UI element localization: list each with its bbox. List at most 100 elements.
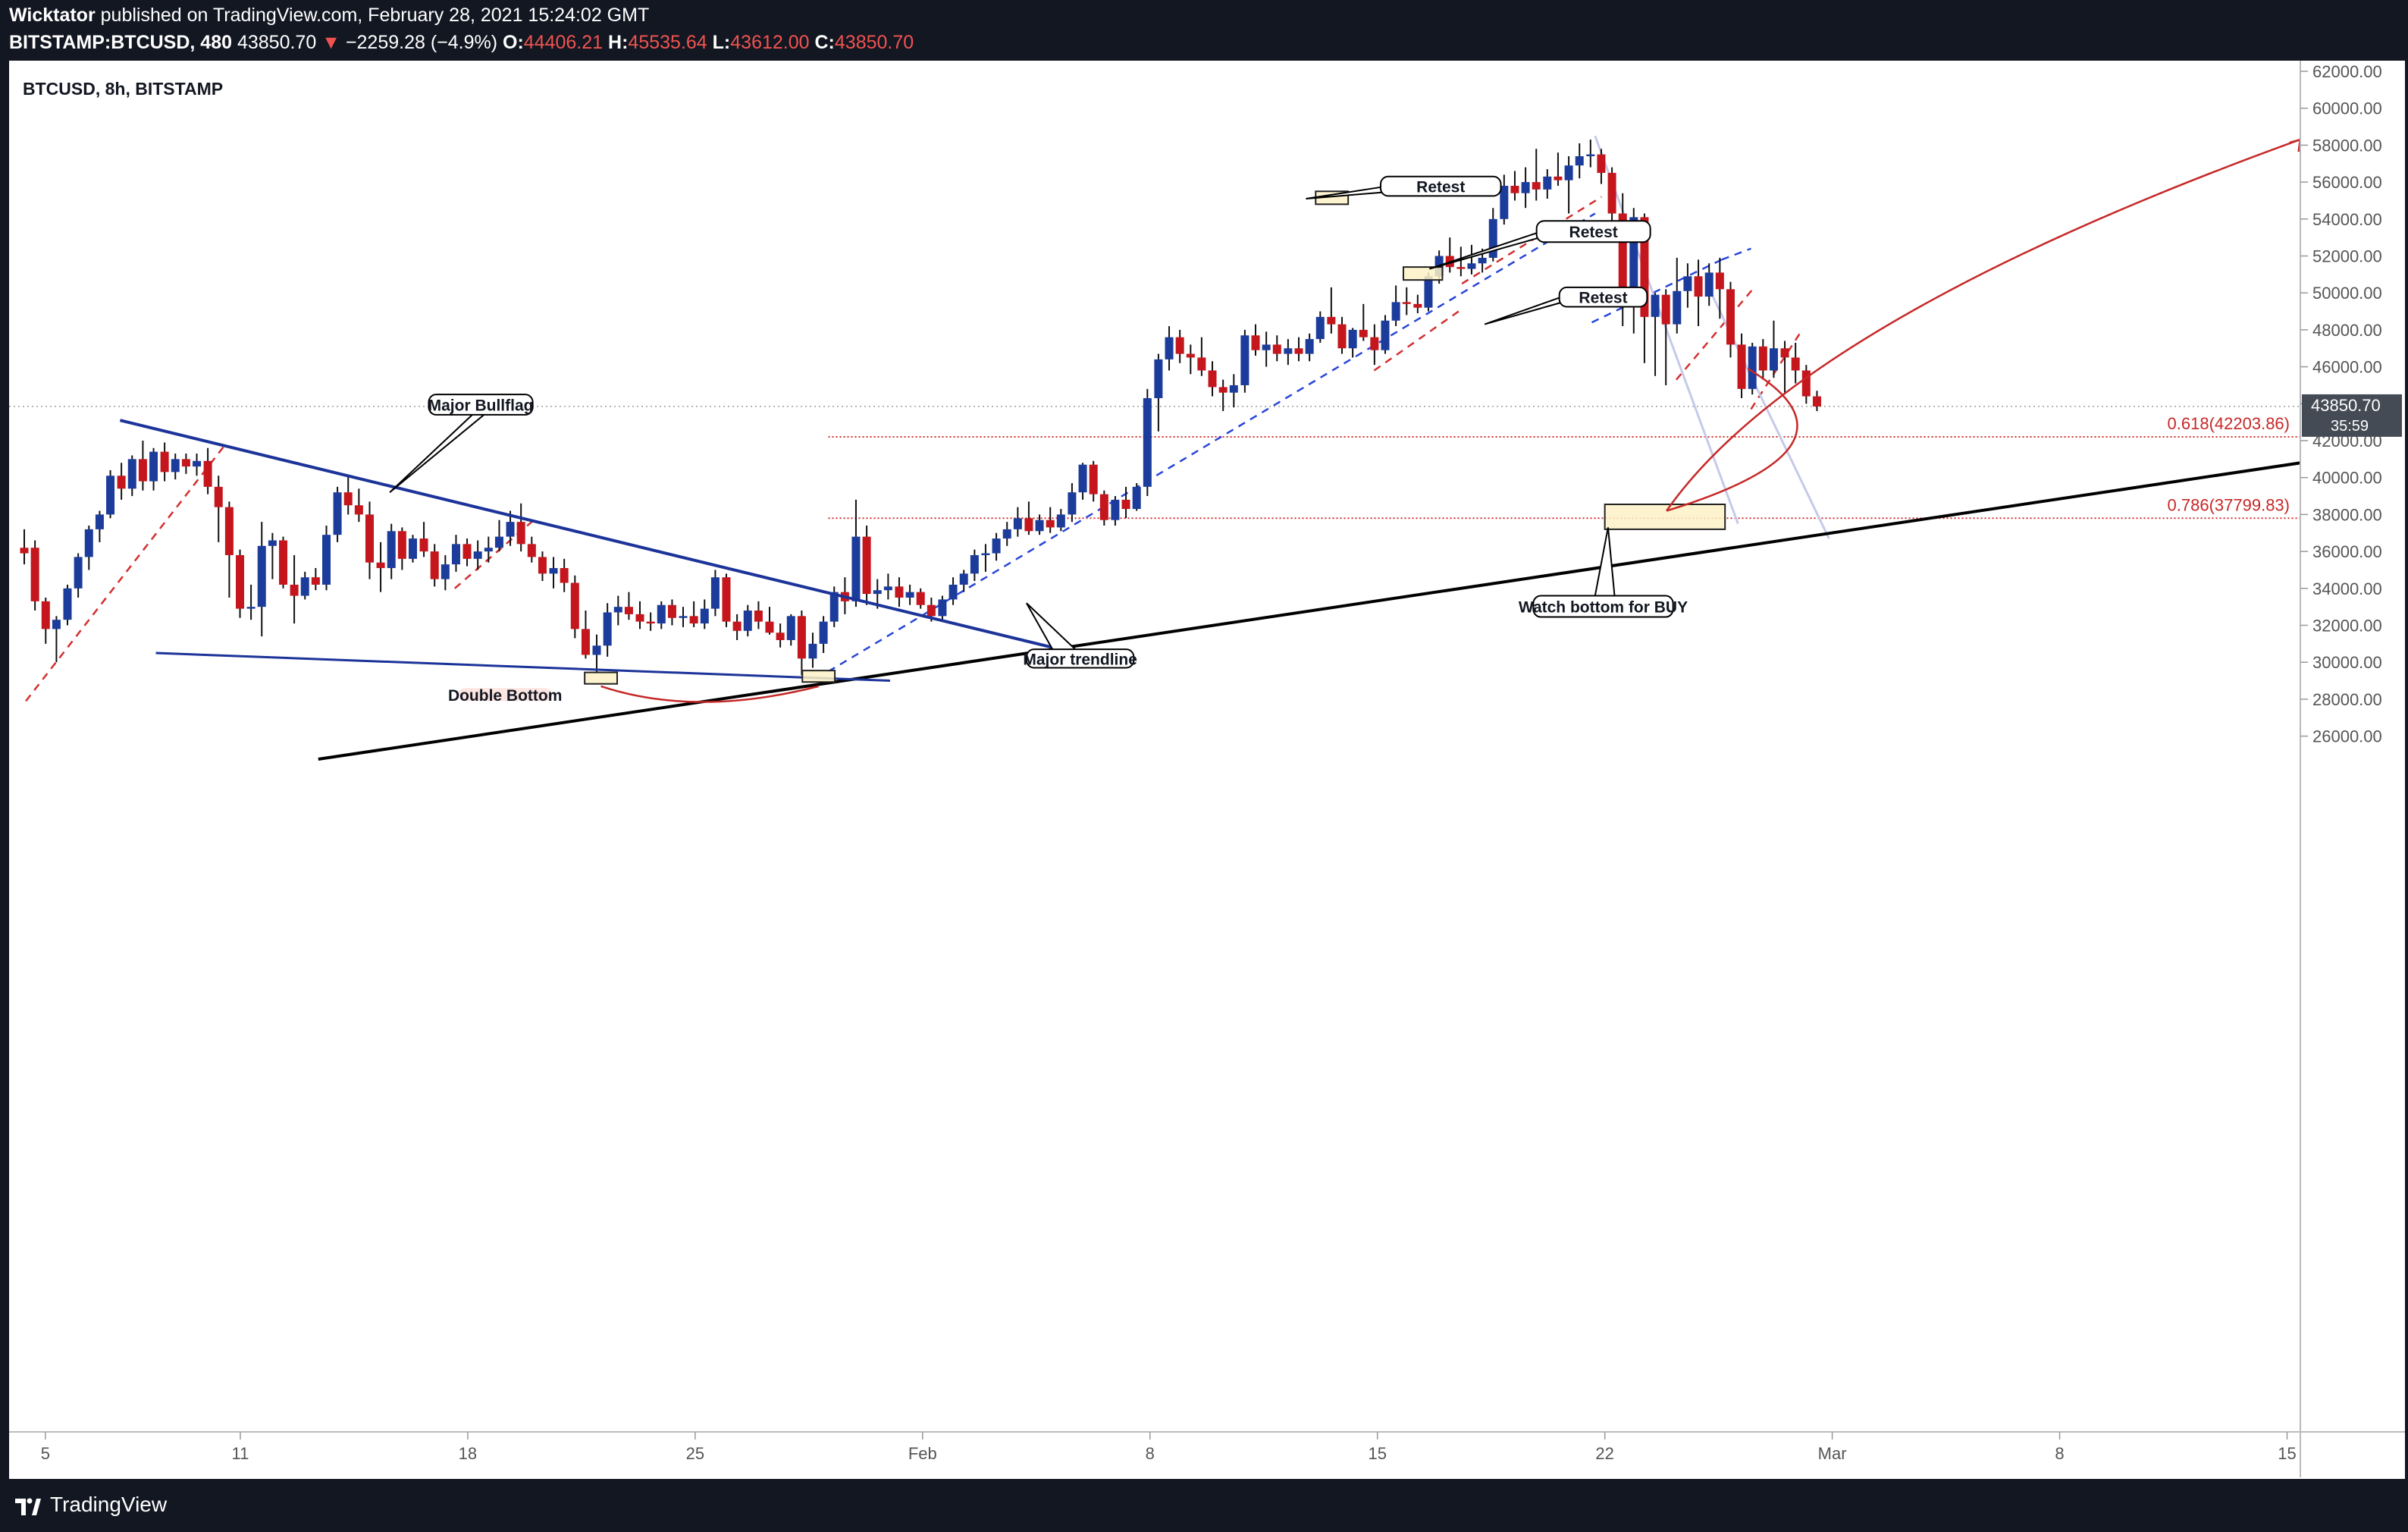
candle-body xyxy=(1154,359,1163,398)
footer-bar: TradingView xyxy=(0,1479,2408,1532)
candle-body xyxy=(883,586,892,591)
candle-body xyxy=(1607,172,1616,214)
candle-body xyxy=(1554,176,1563,181)
candle-body xyxy=(1737,344,1746,389)
candle-body xyxy=(149,451,158,482)
candle-body xyxy=(938,599,947,617)
price-tick-label: 52000.00 xyxy=(2312,247,2382,266)
candle-body xyxy=(506,522,515,537)
candle-body xyxy=(376,562,385,569)
candle-body xyxy=(1812,396,1821,407)
callout-box xyxy=(1558,286,1648,308)
candle-body xyxy=(343,492,353,506)
candle-body xyxy=(516,522,525,545)
price-tick-label: 58000.00 xyxy=(2312,136,2382,155)
candle-body xyxy=(538,557,547,574)
highlight-box xyxy=(801,670,836,683)
callout-label: Major trendline xyxy=(1023,651,1137,668)
candle-body xyxy=(1121,499,1130,510)
candle-body xyxy=(408,538,417,559)
candle-body xyxy=(484,548,493,552)
candle-body xyxy=(722,577,731,622)
candle-body xyxy=(700,608,709,624)
callout-box xyxy=(1025,648,1135,669)
candle-body xyxy=(1197,357,1206,371)
candle-body xyxy=(819,621,828,644)
candle-body xyxy=(1013,518,1022,529)
candle-body xyxy=(603,612,612,646)
candle-body xyxy=(95,514,104,529)
callout-box xyxy=(428,394,534,416)
candle-body xyxy=(1726,289,1735,345)
candle-body xyxy=(30,548,39,601)
candle-body xyxy=(1704,272,1714,297)
candle-body xyxy=(1532,182,1541,190)
symbol-name[interactable]: BITSTAMP:BTCUSD, 480 xyxy=(9,32,233,53)
price-tick-label: 46000.00 xyxy=(2312,358,2382,377)
candle-body xyxy=(873,590,882,595)
candle-body xyxy=(106,476,115,515)
publish-line: Wicktator published on TradingView.com, … xyxy=(9,5,649,27)
chart-title: BTCUSD, 8h, BITSTAMP xyxy=(23,79,224,99)
candle-body xyxy=(527,544,536,557)
price-tick-label: 30000.00 xyxy=(2312,653,2382,672)
candle-body xyxy=(1348,329,1357,349)
candle-body xyxy=(1510,185,1519,193)
arrow-head-icon xyxy=(2289,138,2300,152)
candle-body xyxy=(689,616,698,624)
highlight-box xyxy=(1604,504,1726,530)
bullflag-upper xyxy=(119,419,1053,649)
candle-body xyxy=(1424,276,1433,308)
candle-body xyxy=(387,531,396,569)
candle-body xyxy=(1456,267,1466,269)
candle-body xyxy=(808,643,817,659)
callout-pointer xyxy=(1306,186,1384,200)
price-tick-label: 32000.00 xyxy=(2312,617,2382,636)
candle-body xyxy=(419,538,428,552)
candle-body xyxy=(916,592,925,605)
candle-body xyxy=(1078,464,1087,493)
candle-body xyxy=(1629,217,1638,299)
candle-body xyxy=(214,486,223,507)
candle-body xyxy=(1500,185,1509,219)
candle-body xyxy=(851,536,861,601)
candle-body xyxy=(1673,290,1682,325)
callout-box xyxy=(458,688,553,702)
candle-body xyxy=(441,564,450,579)
projected-path-down xyxy=(1666,367,1798,512)
candle-body xyxy=(127,459,136,489)
author-name[interactable]: Wicktator xyxy=(9,5,96,26)
candle-body xyxy=(549,568,558,574)
candle-body xyxy=(1370,337,1379,350)
tradingview-logo-icon[interactable] xyxy=(12,1491,42,1521)
candle-body xyxy=(1099,494,1108,520)
candle-body xyxy=(1111,499,1120,520)
price-tick-label: 56000.00 xyxy=(2312,173,2382,192)
candle-body xyxy=(635,614,644,622)
price-tick-label: 34000.00 xyxy=(2312,579,2382,598)
close-label: C: xyxy=(814,32,835,53)
candle-body xyxy=(1780,348,1789,358)
callout-pointer xyxy=(1484,296,1563,325)
candle-body xyxy=(300,577,309,596)
callout-label: Retest xyxy=(1579,290,1627,307)
chart-panel[interactable] xyxy=(9,61,2405,1479)
candle-body xyxy=(1791,357,1800,371)
candle-body xyxy=(1488,218,1497,258)
callout-pointer xyxy=(1026,602,1076,650)
candle-body xyxy=(905,592,914,598)
candle-body xyxy=(1640,217,1649,317)
candle-body xyxy=(613,607,622,613)
candle-body xyxy=(1046,520,1055,528)
plot-area: 0.618(42203.86) 0.786(37799.83) Major Bull… xyxy=(9,135,2300,761)
dashed-guide-line xyxy=(1591,259,1723,324)
brand-name[interactable]: TradingView xyxy=(50,1493,168,1516)
candle-body xyxy=(354,505,363,515)
candle-body xyxy=(462,544,472,559)
dashed-guide-line xyxy=(1373,310,1460,372)
candle-body xyxy=(754,611,763,622)
dashed-guide-line xyxy=(1721,247,1751,261)
bullflag-lower xyxy=(155,651,891,683)
candle-body xyxy=(1327,316,1336,325)
